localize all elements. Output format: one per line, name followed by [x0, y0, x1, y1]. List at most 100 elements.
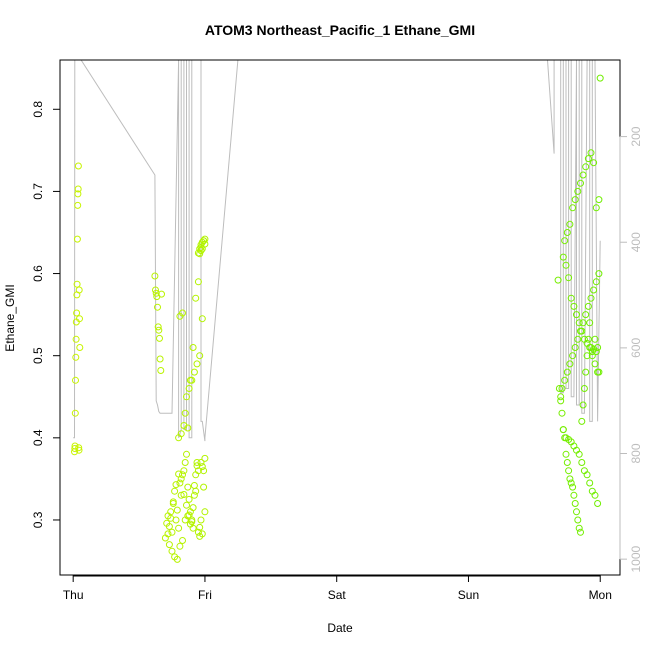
data-point — [76, 344, 84, 351]
data-point — [75, 446, 83, 454]
data-point — [586, 319, 594, 327]
data-point — [171, 487, 179, 495]
data-point — [158, 290, 165, 298]
y2-tick-label: 800 — [629, 443, 643, 463]
data-point — [587, 149, 595, 157]
data-point — [179, 309, 186, 317]
data-point — [555, 385, 563, 392]
data-point — [197, 459, 205, 466]
data-point — [152, 289, 160, 297]
data-point — [194, 278, 202, 286]
data-point — [154, 323, 162, 331]
data-point — [167, 514, 175, 522]
data-point — [579, 401, 587, 409]
data-point — [72, 376, 79, 384]
data-point — [594, 368, 602, 376]
data-point — [569, 204, 577, 212]
data-point — [188, 518, 196, 526]
data-point — [157, 367, 165, 374]
data-point — [565, 274, 573, 282]
y2-tick-label: 600 — [629, 338, 643, 358]
data-point — [584, 302, 592, 310]
data-point — [74, 190, 82, 198]
data-point — [558, 385, 566, 392]
data-point — [567, 479, 575, 487]
data-point — [595, 270, 603, 278]
y-tick-label: 0.7 — [31, 183, 45, 200]
data-point — [201, 454, 209, 462]
data-point — [184, 424, 192, 432]
data-point — [588, 352, 596, 360]
data-point — [183, 393, 190, 401]
data-point — [570, 302, 578, 310]
data-point — [180, 491, 188, 498]
data-point — [177, 475, 185, 483]
data-point — [570, 491, 578, 499]
data-point — [200, 467, 208, 475]
y-tick-label: 0.4 — [31, 429, 45, 446]
x-tick-label: Mon — [589, 588, 612, 602]
data-point — [587, 294, 595, 302]
data-point — [200, 237, 208, 245]
data-point — [583, 471, 591, 479]
data-point — [71, 442, 79, 450]
data-point — [192, 294, 200, 302]
data-point — [574, 516, 582, 524]
data-point — [559, 253, 567, 261]
data-point — [172, 481, 180, 489]
data-point — [173, 555, 181, 563]
data-point — [566, 220, 574, 228]
data-point — [558, 409, 566, 417]
data-point — [584, 155, 592, 163]
data-point — [185, 511, 193, 519]
data-point — [567, 294, 575, 302]
data-point — [194, 528, 202, 536]
data-point — [189, 344, 197, 351]
x-tick-label: Thu — [63, 588, 84, 602]
y-axis-label: Ethane_GMI — [3, 284, 17, 351]
data-point — [578, 417, 586, 425]
data-point — [176, 479, 184, 487]
data-point — [197, 247, 205, 255]
trajectory-line — [73, 59, 601, 442]
data-point — [562, 450, 570, 458]
data-point — [198, 530, 206, 538]
data-point — [186, 376, 194, 384]
data-point — [181, 459, 189, 466]
data-point — [190, 482, 198, 489]
data-point — [183, 501, 190, 509]
y2-axis: 200 400 600 800 1000 — [619, 126, 643, 573]
data-point — [579, 171, 587, 179]
data-point — [75, 286, 83, 294]
data-point — [175, 524, 183, 532]
data-points — [71, 74, 604, 563]
data-point — [181, 409, 189, 417]
data-point — [201, 235, 209, 243]
y-tick-label: 0.5 — [31, 347, 45, 364]
data-point — [179, 537, 186, 544]
data-point — [168, 547, 176, 555]
data-point — [73, 309, 81, 317]
data-point — [594, 500, 602, 507]
data-point — [186, 508, 194, 516]
data-point — [571, 500, 579, 507]
data-point — [563, 229, 571, 236]
data-point — [179, 471, 186, 479]
data-point — [582, 368, 590, 376]
y2-tick-label: 400 — [629, 232, 643, 252]
data-point — [190, 368, 198, 376]
data-point — [165, 523, 173, 530]
data-point — [177, 430, 185, 438]
data-point — [554, 276, 562, 284]
y2-tick-label: 200 — [629, 126, 643, 146]
data-point — [575, 319, 583, 327]
data-point — [569, 483, 577, 491]
data-point — [194, 467, 202, 475]
data-point — [565, 467, 573, 475]
data-point — [74, 162, 82, 170]
data-point — [192, 487, 200, 495]
data-point — [566, 475, 574, 483]
data-point — [164, 530, 172, 538]
data-point — [196, 352, 204, 360]
data-point — [152, 286, 159, 294]
